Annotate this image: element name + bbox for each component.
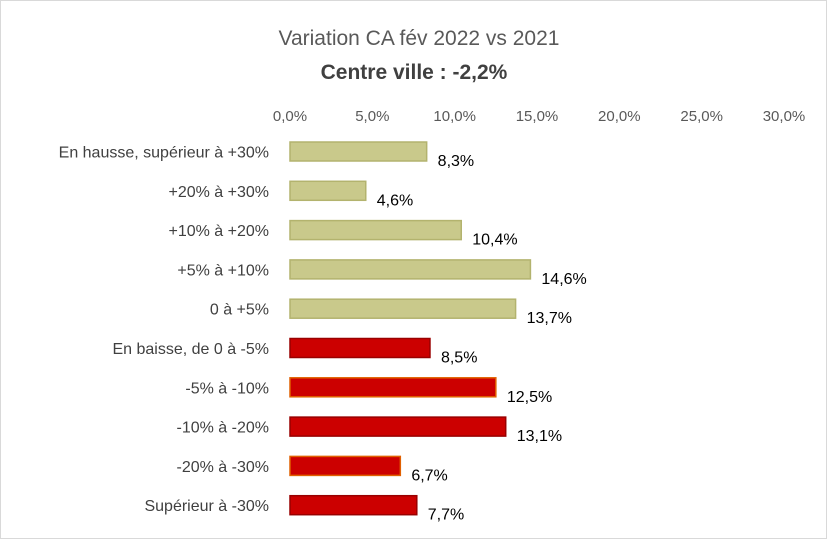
x-tick-label: 30,0% xyxy=(763,108,806,125)
data-label: 6,7% xyxy=(411,467,447,484)
data-label: 13,1% xyxy=(517,428,562,445)
bar xyxy=(289,180,367,202)
category-label: -10% à -20% xyxy=(177,420,270,437)
bar xyxy=(289,298,517,319)
x-tick-label: 15,0% xyxy=(516,108,559,125)
bar xyxy=(289,416,507,437)
chart-subtitle: Centre ville : -2,2% xyxy=(321,61,508,84)
category-label: -5% à -10% xyxy=(185,380,269,397)
x-tick-label: 25,0% xyxy=(680,108,723,125)
data-label: 10,4% xyxy=(472,232,517,249)
data-label: 7,7% xyxy=(428,507,464,524)
category-label: 0 à +5% xyxy=(210,302,269,319)
data-label: 12,5% xyxy=(507,389,552,406)
category-label: En hausse, supérieur à +30% xyxy=(59,145,269,162)
category-label: +10% à +20% xyxy=(168,223,269,240)
bar xyxy=(289,219,463,241)
bar xyxy=(289,377,497,398)
bar xyxy=(289,259,532,280)
x-tick-label: 20,0% xyxy=(598,108,641,125)
category-label: En baisse, de 0 à -5% xyxy=(112,341,269,358)
bars xyxy=(289,141,532,516)
data-label: 8,3% xyxy=(438,153,474,170)
category-axis: En hausse, supérieur à +30% +20% à +30% +1… xyxy=(59,145,269,516)
data-label: 4,6% xyxy=(377,192,413,209)
data-label: 14,6% xyxy=(541,271,586,288)
category-label: +5% à +10% xyxy=(177,262,269,279)
data-label: 13,7% xyxy=(527,310,572,327)
category-label: Supérieur à -30% xyxy=(144,498,269,515)
bar xyxy=(289,337,431,359)
x-tick-label: 5,0% xyxy=(355,108,389,125)
bar xyxy=(289,494,418,516)
data-labels: 8,3% 4,6% 10,4% 14,6% 13,7% 8,5% 12,5% 13,1% 6,7… xyxy=(377,153,587,524)
category-label: -20% à -30% xyxy=(177,459,270,476)
bar xyxy=(289,141,428,162)
chart-title: Variation CA fév 2022 vs 2021 xyxy=(279,27,560,50)
data-label: 8,5% xyxy=(441,350,477,367)
x-axis: 0,0% 5,0% 10,0% 15,0% 20,0% 25,0% 30,0% xyxy=(273,108,805,125)
x-tick-label: 10,0% xyxy=(433,108,476,125)
category-label: +20% à +30% xyxy=(168,184,269,201)
x-tick-label: 0,0% xyxy=(273,108,307,125)
bar xyxy=(289,455,402,477)
